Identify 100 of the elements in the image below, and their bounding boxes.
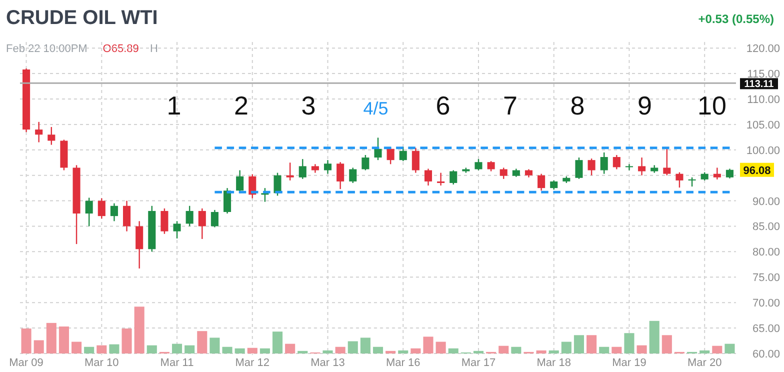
annotation: 8 bbox=[570, 90, 585, 120]
y-tick-label: 80.00 bbox=[752, 246, 780, 259]
candlestick bbox=[173, 220, 181, 240]
candlestick bbox=[160, 208, 168, 234]
annotation: 9 bbox=[638, 90, 652, 120]
bar bbox=[662, 335, 672, 354]
x-tick-label: Mar 12 bbox=[235, 357, 270, 369]
candlestick bbox=[336, 162, 344, 190]
candlestick bbox=[550, 180, 558, 190]
bar bbox=[234, 348, 245, 354]
bar bbox=[172, 344, 182, 354]
candlestick bbox=[676, 172, 684, 188]
bar bbox=[599, 346, 610, 354]
bar bbox=[134, 306, 144, 354]
bar bbox=[574, 335, 584, 354]
bar bbox=[84, 346, 94, 354]
bar bbox=[298, 350, 308, 354]
candlestick bbox=[286, 162, 294, 182]
candlestick bbox=[236, 170, 244, 194]
y-tick-label: 110.00 bbox=[747, 94, 780, 106]
bar bbox=[46, 322, 56, 354]
candlestick bbox=[274, 172, 282, 196]
bar bbox=[96, 345, 107, 354]
y-tick-label: 120.00 bbox=[746, 43, 780, 56]
bar bbox=[58, 326, 69, 354]
candlestick bbox=[663, 148, 671, 176]
candlestick bbox=[538, 173, 546, 192]
candlestick bbox=[474, 158, 482, 171]
annotation: 4/5 bbox=[363, 98, 388, 118]
candlestick bbox=[374, 137, 382, 161]
candlestick bbox=[600, 152, 608, 174]
bar bbox=[712, 346, 722, 354]
bar bbox=[548, 350, 559, 354]
candlestick bbox=[98, 198, 106, 220]
annotation: 3 bbox=[301, 90, 316, 120]
bar bbox=[649, 320, 660, 354]
bar bbox=[586, 335, 597, 354]
bar bbox=[561, 342, 572, 354]
x-tick-label: Mar 18 bbox=[536, 357, 571, 369]
candlestick bbox=[110, 202, 118, 222]
candlestick bbox=[362, 154, 370, 171]
candlestick bbox=[424, 168, 432, 186]
y-tick-label: 70.00 bbox=[752, 298, 780, 310]
bar bbox=[109, 344, 120, 354]
bar bbox=[624, 333, 634, 354]
candlestick bbox=[85, 197, 93, 227]
annotation: 6 bbox=[436, 90, 450, 120]
bar bbox=[348, 341, 358, 354]
bar bbox=[210, 338, 220, 354]
candlestick bbox=[298, 158, 306, 180]
bar bbox=[146, 345, 157, 354]
bar bbox=[222, 346, 232, 354]
ref-line-label: 113.11 bbox=[744, 79, 774, 90]
bar bbox=[197, 331, 208, 354]
annotation: Feb 22 10:00PM bbox=[6, 43, 88, 55]
candlestick bbox=[48, 126, 56, 146]
bar bbox=[184, 345, 195, 354]
candlestick bbox=[625, 164, 633, 171]
bar bbox=[372, 346, 384, 354]
annotation: O65.89 bbox=[102, 43, 139, 55]
bar bbox=[410, 348, 421, 354]
bar bbox=[272, 332, 283, 354]
annotation: 7 bbox=[503, 90, 518, 120]
candlestick bbox=[123, 200, 131, 232]
bar bbox=[536, 350, 546, 354]
bar bbox=[423, 336, 434, 354]
candlestick bbox=[186, 205, 194, 227]
bar bbox=[636, 345, 647, 354]
candlestick bbox=[688, 176, 696, 188]
candlestick bbox=[612, 154, 620, 170]
bar bbox=[511, 346, 522, 354]
y-tick-label: 75.00 bbox=[752, 272, 780, 284]
y-tick-label: 65.00 bbox=[752, 323, 780, 336]
bar bbox=[260, 348, 270, 354]
x-tick-label: Mar 20 bbox=[687, 357, 722, 369]
chart-title: CRUDE OIL WTI bbox=[6, 7, 158, 29]
bar bbox=[247, 348, 258, 354]
candlestick bbox=[638, 156, 646, 176]
candlestick bbox=[588, 158, 596, 176]
bar bbox=[398, 350, 408, 354]
x-tick-label: Mar 19 bbox=[612, 357, 646, 369]
candlestick bbox=[324, 159, 332, 174]
y-tick-label: 100.00 bbox=[746, 144, 780, 157]
bar bbox=[612, 346, 622, 354]
bar bbox=[700, 350, 710, 354]
bar bbox=[72, 342, 82, 354]
bar bbox=[724, 344, 735, 354]
candlestick bbox=[399, 146, 407, 162]
y-tick-label: 60.00 bbox=[752, 348, 780, 360]
bar bbox=[498, 346, 509, 354]
x-tick-label: Mar 10 bbox=[84, 357, 119, 369]
bar bbox=[448, 348, 458, 354]
x-tick-label: Mar 17 bbox=[461, 357, 496, 369]
text: +0.53 (0.55%) bbox=[698, 12, 774, 26]
bar bbox=[360, 338, 370, 354]
bar bbox=[322, 350, 333, 354]
candlestick bbox=[223, 187, 232, 214]
bar bbox=[122, 328, 132, 354]
candlestick bbox=[35, 121, 43, 143]
bar bbox=[21, 328, 32, 354]
